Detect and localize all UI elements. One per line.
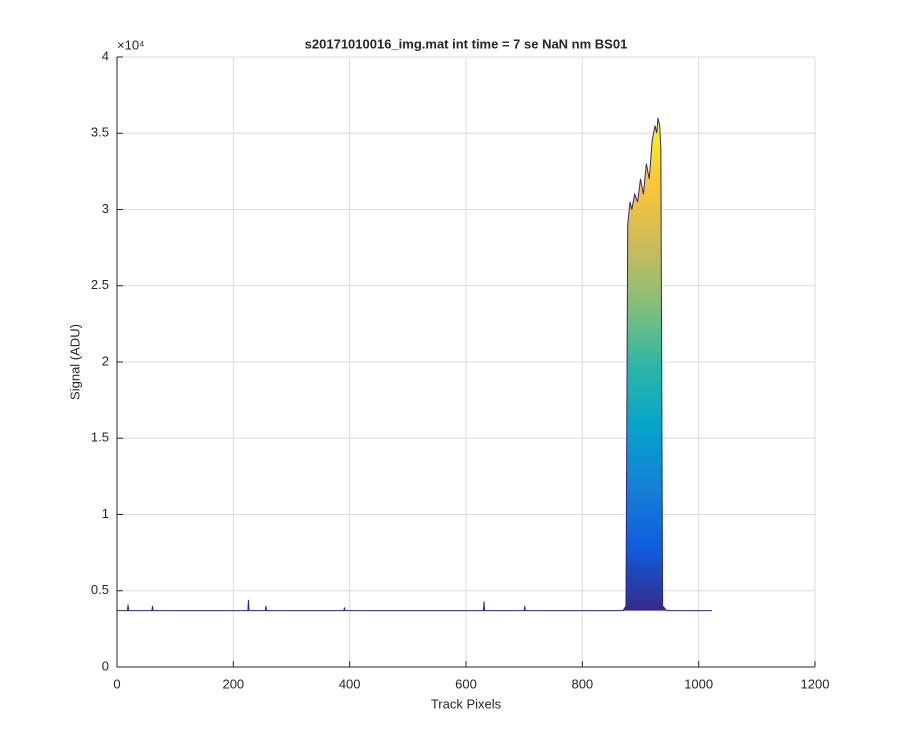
x-tick-label: 1200: [801, 676, 830, 691]
area: [117, 118, 713, 611]
y-tick-label: 1.5: [91, 430, 109, 445]
x-tick-label: 800: [571, 676, 593, 691]
y-exponent: ×10⁴: [117, 37, 145, 52]
x-tick-label: 200: [222, 676, 244, 691]
y-tick-label: 4: [102, 48, 109, 63]
y-tick-label: 2: [102, 353, 109, 368]
x-tick-label: 600: [455, 676, 477, 691]
x-tick-label: 0: [113, 676, 120, 691]
y-tick-label: 0: [102, 658, 109, 673]
line: [117, 117, 713, 612]
x-tick-label: 1000: [684, 676, 713, 691]
y-tick-label: 2.5: [91, 277, 109, 292]
y-axis-label: Signal (ADU): [67, 324, 82, 400]
y-tick-label: 3.5: [91, 125, 109, 140]
y-tick-label: 1: [102, 506, 109, 521]
chart-title: s20171010016_img.mat int time = 7 se NaN…: [305, 36, 628, 51]
y-tick-label: 3: [102, 201, 109, 216]
x-tick-label: 400: [339, 676, 361, 691]
x-axis-label: Track Pixels: [431, 696, 502, 711]
y-tick-label: 0.5: [91, 582, 109, 597]
